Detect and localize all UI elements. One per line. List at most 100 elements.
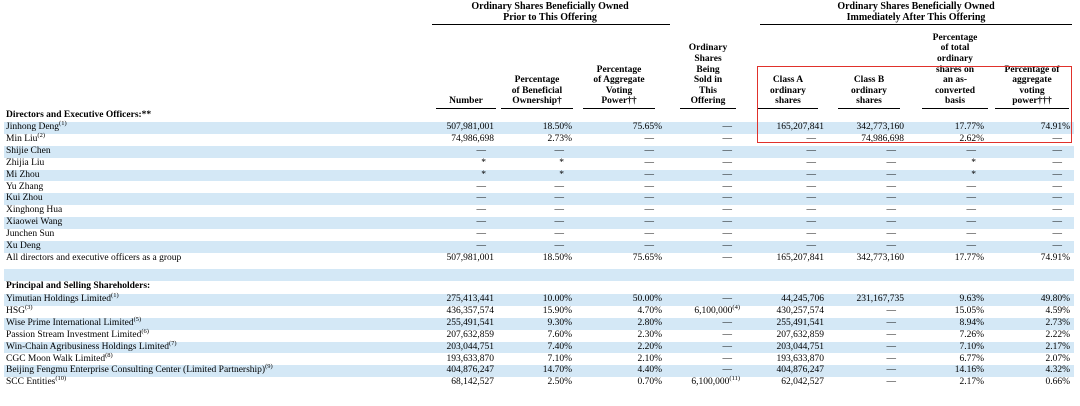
cell-value: 2.73% — [547, 133, 572, 144]
cell-value: — — [644, 205, 655, 216]
cell-value: 2.30% — [637, 329, 662, 340]
cell-value: 7.26% — [959, 329, 984, 340]
cell-class-a: — — [760, 146, 824, 158]
cell-value: — — [966, 205, 977, 216]
cell-value: — — [644, 217, 655, 228]
cell-class-b: — — [838, 229, 904, 241]
cell-value: — — [722, 365, 733, 376]
cell-value: — — [554, 145, 565, 156]
cell-value: 75.65% — [632, 252, 662, 263]
cell-value: 430,257,574 — [776, 305, 825, 316]
cell-pct-beneficial: — — [500, 229, 572, 241]
cell-value: 165,207,841 — [776, 252, 825, 263]
cell-value: — — [644, 145, 655, 156]
column-header-line: shares — [758, 96, 818, 109]
cell-value: — — [966, 181, 977, 192]
column-header-line: of Beneficial — [511, 85, 563, 96]
cell-sold: — — [668, 134, 740, 146]
cell-class-b: 74,986,698 — [838, 134, 904, 146]
cell-pct-voting: 4.70% — [582, 306, 662, 318]
cell-value: 74,986,698 — [861, 133, 904, 144]
column-header-line: ordinary — [937, 54, 973, 65]
cell-value: — — [1052, 217, 1063, 228]
cell-value: — — [886, 145, 897, 156]
column-header-number: Number — [436, 26, 496, 109]
cell-value: — — [886, 229, 897, 240]
cell-class-a: — — [760, 217, 824, 229]
cell-value: — — [1052, 145, 1063, 156]
cell-value: 193,633,870 — [776, 353, 825, 364]
cell-value: — — [476, 145, 487, 156]
cell-value: — — [886, 305, 897, 316]
table-row: Jinhong Deng(1) 507,981,001 18.50% 75.65% — 1… — [4, 120, 1074, 134]
cell-pct-total: 9.63% — [916, 294, 984, 306]
cell-number: * — [432, 158, 494, 170]
cell-value: — — [722, 169, 733, 180]
row-name-text: Yu Zhang — [6, 181, 44, 192]
cell-class-a: 62,042,527 — [760, 377, 824, 389]
cell-value: 7.60% — [547, 329, 572, 340]
table-row: Mi Zhou * * — — — — * — — [4, 169, 1074, 182]
footnote-ref: (6) — [141, 327, 149, 335]
cell-class-b: — — [838, 377, 904, 389]
column-header-line: ordinary — [770, 85, 806, 96]
footnote-ref: (3) — [25, 303, 33, 311]
cell-pct-beneficial: — — [500, 146, 572, 158]
cell-value: 404,876,247 — [776, 365, 825, 376]
cell-value: 2.50% — [547, 377, 572, 388]
cell-value: — — [1052, 205, 1063, 216]
cell-sold: — — [668, 318, 740, 330]
cell-value: 2.62% — [959, 133, 984, 144]
section-directors: Directors and Executive Officers:** — [6, 110, 152, 120]
cell-value: 2.17% — [959, 377, 984, 388]
cell-pct-aggregate: 2.22% — [994, 330, 1070, 342]
cell-value: — — [886, 205, 897, 216]
cell-pct-total: 7.26% — [916, 330, 984, 342]
cell-number: 255,491,541 — [432, 318, 495, 330]
table-row: HSG(3) 436,357,574 15.90% 4.70% 6,100,000(4)… — [4, 303, 1074, 318]
table-row: Wise Prime International Limited(5) 255,4… — [4, 315, 1074, 330]
footnote-ref: (1) — [111, 291, 119, 299]
cell-class-b: — — [838, 318, 904, 330]
row-name-text: Junchen Sun — [6, 229, 55, 240]
cell-pct-voting: 2.80% — [582, 318, 662, 330]
cell-value: — — [886, 317, 897, 328]
cell-value: 507,981,001 — [446, 252, 495, 263]
cell-pct-beneficial: — — [500, 241, 572, 253]
table-row: Yimutian Holdings Limited(1) 275,413,441 1… — [4, 291, 1074, 306]
table-row: Min Liu(2) 74,986,698 2.73% — — — 74,986,698 2.… — [4, 132, 1074, 146]
cell-pct-voting: — — [582, 205, 662, 217]
cell-value: 231,167,735 — [856, 294, 905, 304]
cell-pct-aggregate: 2.17% — [994, 342, 1070, 354]
row-name-text: Xiaowei Wang — [6, 217, 63, 228]
cell-pct-beneficial: 2.50% — [500, 377, 572, 389]
cell-pct-voting: — — [582, 193, 662, 205]
cell-value: 7.10% — [959, 341, 984, 352]
cell-value: — — [722, 193, 733, 204]
cell-pct-beneficial: — — [500, 205, 572, 217]
cell-number: 507,981,001 — [432, 252, 495, 265]
row-name: Xinghong Hua — [6, 205, 62, 217]
cell-value: — — [644, 169, 655, 180]
footnote-ref: (5) — [133, 315, 142, 323]
group-header-prior-rule — [432, 24, 670, 25]
cell-value: — — [886, 157, 897, 168]
cell-class-b: — — [838, 193, 904, 205]
table-row: Passion Stream Investment Limited(6) 207,… — [4, 327, 1074, 342]
cell-class-a: — — [760, 158, 824, 170]
cell-value: — — [966, 229, 977, 240]
cell-value: — — [966, 145, 977, 156]
cell-value: 74,986,698 — [451, 133, 494, 144]
cell-value: — — [722, 181, 733, 192]
row-name-text: Kui Zhou — [6, 193, 43, 204]
group-header-after-rule — [760, 24, 1072, 25]
spacer-row — [4, 269, 1074, 281]
cell-value: — — [1052, 241, 1063, 251]
column-header-sold: Ordinary Shares Being Sold in This Offering — [680, 26, 736, 109]
cell-class-a: — — [760, 182, 824, 194]
column-header-line: Offering — [680, 96, 736, 109]
cell-value: — — [1052, 157, 1063, 168]
cell-value: * — [971, 169, 976, 180]
cell-value: * — [481, 169, 486, 180]
cell-number: 207,632,859 — [432, 330, 495, 342]
